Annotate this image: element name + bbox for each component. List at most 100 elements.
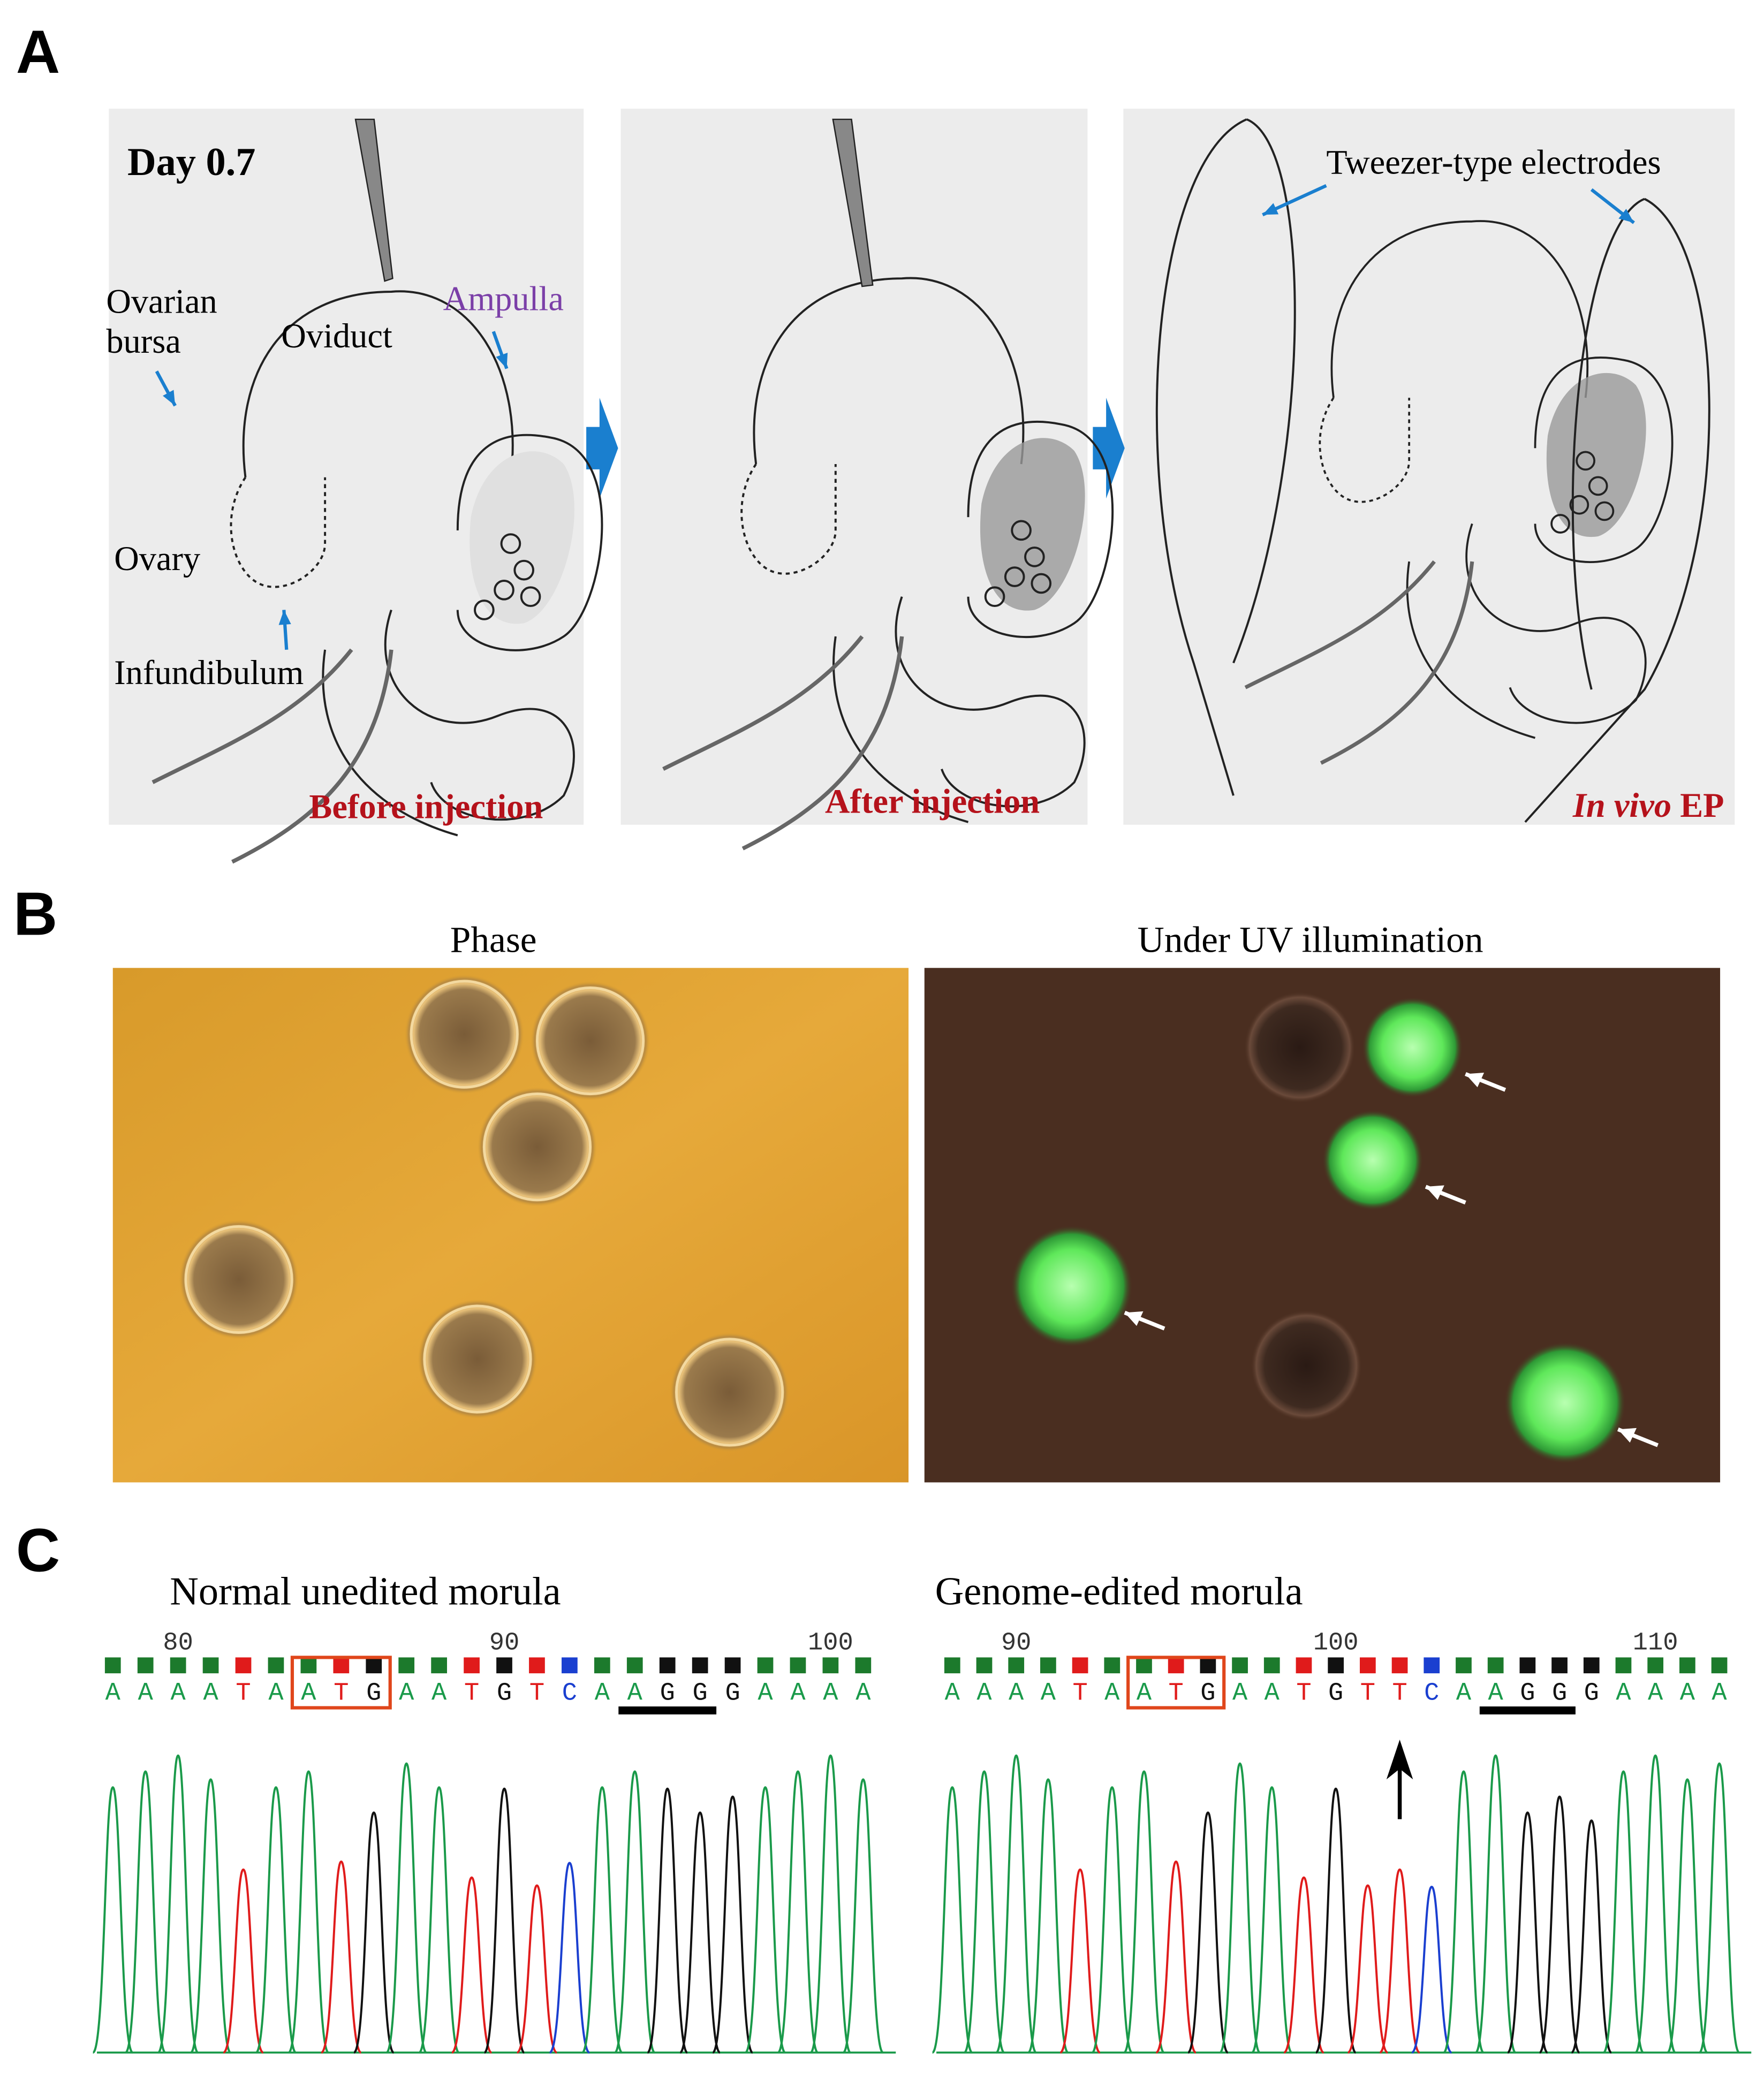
insertion-arrow-head (1386, 1739, 1413, 1780)
base-letter: A (627, 1680, 643, 1708)
base-letter: G (497, 1680, 512, 1708)
embryo-fluorescent (1362, 997, 1463, 1098)
label: Day 0.7 (127, 140, 255, 184)
pointer-head (163, 390, 176, 406)
base-letter: G (725, 1680, 740, 1708)
base-letter: A (1104, 1680, 1120, 1708)
base-letter: G (1520, 1680, 1535, 1708)
trace-peak (287, 1770, 330, 2054)
position-number: 110 (1633, 1629, 1678, 1658)
trace-peak (92, 1786, 134, 2054)
embryo-mark (984, 586, 1005, 608)
embryo-mark (1594, 501, 1615, 521)
base-letter: G (1200, 1680, 1215, 1708)
base-letter: A (1648, 1680, 1663, 1708)
trace-peak (483, 1787, 526, 2054)
quality-square (170, 1657, 186, 1674)
oviduct-outline (1330, 220, 1674, 563)
base-letter: T (464, 1680, 479, 1708)
base-letter: A (758, 1680, 773, 1708)
base-letter: T (334, 1680, 349, 1708)
trace-peak (1698, 1762, 1740, 2054)
quality-square (1072, 1657, 1088, 1674)
label: Ovary (114, 540, 200, 578)
label: Oviduct (281, 317, 392, 355)
quality-square (1328, 1657, 1344, 1674)
white-arrow-head (1618, 1428, 1637, 1443)
oviduct-outline (753, 277, 1114, 638)
embryo-fluorescent (1010, 1225, 1133, 1347)
oviduct-drawing (152, 290, 603, 864)
quality-square (1232, 1657, 1248, 1674)
zona (535, 986, 645, 1096)
base-letter: A (976, 1680, 992, 1708)
quality-square (1424, 1657, 1440, 1674)
quality-square (1136, 1657, 1152, 1674)
pointer-head (1618, 209, 1634, 223)
base-letter: A (1712, 1680, 1727, 1708)
flow-arrow (586, 398, 618, 499)
start-codon-box (1126, 1656, 1226, 1710)
embryo-mark (1550, 514, 1570, 534)
trace-peak (385, 1762, 428, 2054)
embryo-mark (500, 533, 521, 554)
image-title: Under UV illumination (1138, 920, 1483, 961)
base-letter: A (945, 1680, 960, 1708)
trace-peak (1538, 1795, 1581, 2054)
trace-peak (124, 1770, 166, 2054)
trace-peak (1251, 1786, 1293, 2054)
trace-peak (1347, 1884, 1389, 2054)
embryo (404, 974, 524, 1094)
pam-underline (618, 1706, 717, 1714)
trace-peak (809, 1754, 852, 2054)
base-letter: A (1009, 1680, 1024, 1708)
trace-peak (1634, 1754, 1677, 2054)
embryo (418, 1299, 537, 1419)
trace-peak (777, 1770, 819, 2054)
quality-square (1647, 1657, 1664, 1674)
base-letter: G (660, 1680, 675, 1708)
flow-arrow (1093, 398, 1125, 499)
quality-square (300, 1657, 317, 1674)
ampulla (980, 438, 1085, 611)
quality-square (235, 1657, 252, 1674)
pipette (832, 118, 874, 287)
base-letter: A (171, 1680, 186, 1708)
quality-square (1391, 1657, 1408, 1674)
embryo-mark (1576, 451, 1595, 471)
base-letter: T (1392, 1680, 1407, 1708)
quality-square (790, 1657, 806, 1674)
base-letter: A (105, 1680, 121, 1708)
quality-square (1040, 1657, 1056, 1674)
base-letter: T (1296, 1680, 1311, 1708)
base-letter: A (399, 1680, 414, 1708)
white-arrow-head (1465, 1072, 1485, 1088)
label: Ampulla (443, 280, 564, 318)
ampulla (1546, 373, 1646, 537)
vessel (662, 635, 904, 851)
trace-peak (1219, 1762, 1261, 2054)
quality-square (944, 1657, 960, 1674)
trace-peak (646, 1787, 688, 2054)
base-letter: A (823, 1680, 838, 1708)
base-letter: G (1328, 1680, 1343, 1708)
panel-label: B (13, 880, 57, 948)
base-letter: T (1360, 1680, 1375, 1708)
base-letter: A (203, 1680, 218, 1708)
ampulla (470, 451, 574, 624)
electrode-left (1155, 118, 1296, 796)
position-number: 100 (1313, 1629, 1359, 1658)
trace-peak (995, 1754, 1038, 2054)
quality-square (333, 1657, 350, 1674)
quality-square (822, 1657, 839, 1674)
caption-rest: EP (1680, 786, 1724, 824)
ovary (1319, 397, 1411, 503)
vessel (152, 648, 393, 864)
caption: Before injection (309, 787, 543, 825)
trace-peak (1059, 1868, 1101, 2054)
oviduct-drawing (662, 277, 1114, 851)
quality-square (496, 1657, 512, 1674)
trace-peak (931, 1786, 973, 2054)
